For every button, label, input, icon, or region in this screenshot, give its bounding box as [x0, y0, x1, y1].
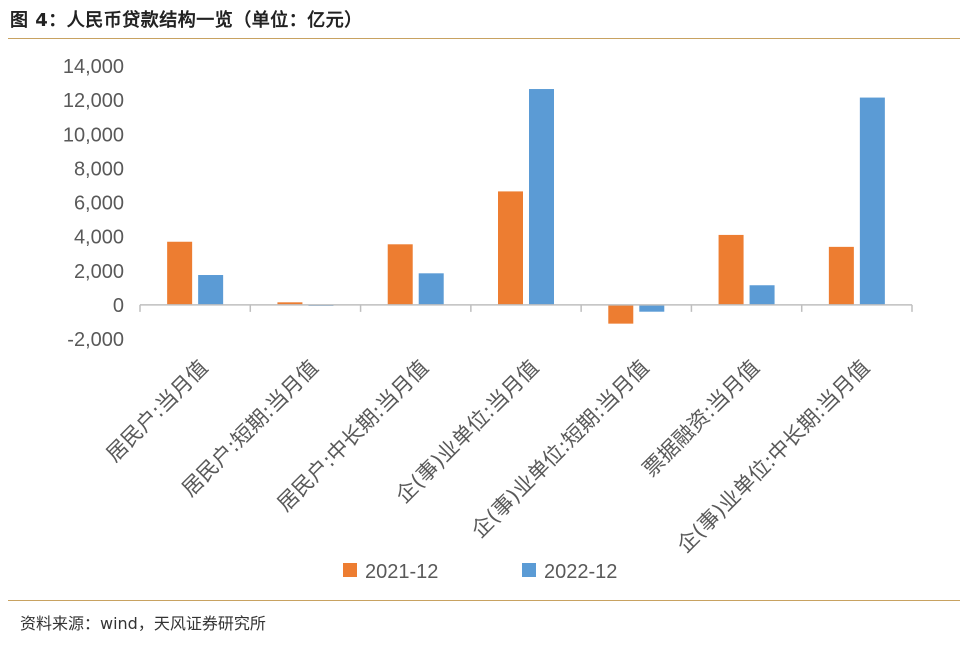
legend-swatch-2022-12 [522, 563, 536, 577]
bar-2022-12 [198, 275, 224, 305]
bar-2021-12 [498, 191, 523, 305]
legend-label: 2021-12 [365, 561, 438, 583]
top-divider [8, 38, 960, 39]
y-tick-label: 14,000 [63, 56, 124, 78]
bar-2022-12 [859, 97, 885, 305]
y-axis-ticks: 14,000 12,000 10,000 8,000 6,000 4,000 2,000 0 -… [63, 56, 124, 351]
bar-2021-12 [277, 302, 303, 305]
y-tick-label: 2,000 [74, 261, 124, 283]
bar-2021-12 [608, 304, 634, 324]
category-labels: 居民户:当月值居民户:短期:当月值居民户:中长期:当月值企(事)业单位:当月值企… [102, 355, 875, 557]
bar-2022-12 [749, 285, 775, 305]
category-label: 企(事)业单位:短期:当月值 [467, 355, 654, 542]
y-tick-label: -2,000 [67, 329, 124, 351]
legend-label: 2022-12 [544, 561, 617, 583]
bar-2022-12 [529, 89, 554, 305]
y-tick-label: 0 [113, 295, 124, 317]
bar-2021-12 [718, 234, 744, 305]
x-axis-ticks [139, 304, 913, 312]
bar-2021-12 [387, 244, 413, 305]
bar-2022-12 [639, 304, 665, 312]
y-tick-label: 12,000 [63, 90, 124, 112]
legend-swatch-2021-12 [343, 563, 357, 577]
legend: 2021-12 2022-12 [343, 561, 617, 583]
category-label: 票据融资:当月值 [638, 355, 764, 481]
source-note: 资料来源：wind，天风证券研究所 [20, 614, 266, 633]
bar-2021-12 [828, 246, 854, 305]
bar-2021-12 [167, 241, 193, 305]
y-tick-label: 10,000 [63, 124, 124, 146]
category-label: 居民户:当月值 [102, 355, 213, 466]
bar-2022-12 [418, 273, 444, 305]
category-label: 企(事)业单位:中长期:当月值 [672, 355, 874, 557]
bar-chart: 14,000 12,000 10,000 8,000 6,000 4,000 2,000 0 -… [63, 56, 913, 583]
y-tick-label: 6,000 [74, 193, 124, 215]
y-tick-label: 8,000 [74, 158, 124, 180]
bars [167, 89, 885, 324]
figure-title: 图 4：人民币贷款结构一览（单位：亿元） [10, 10, 363, 31]
y-tick-label: 4,000 [74, 227, 124, 249]
bottom-divider [8, 600, 960, 601]
